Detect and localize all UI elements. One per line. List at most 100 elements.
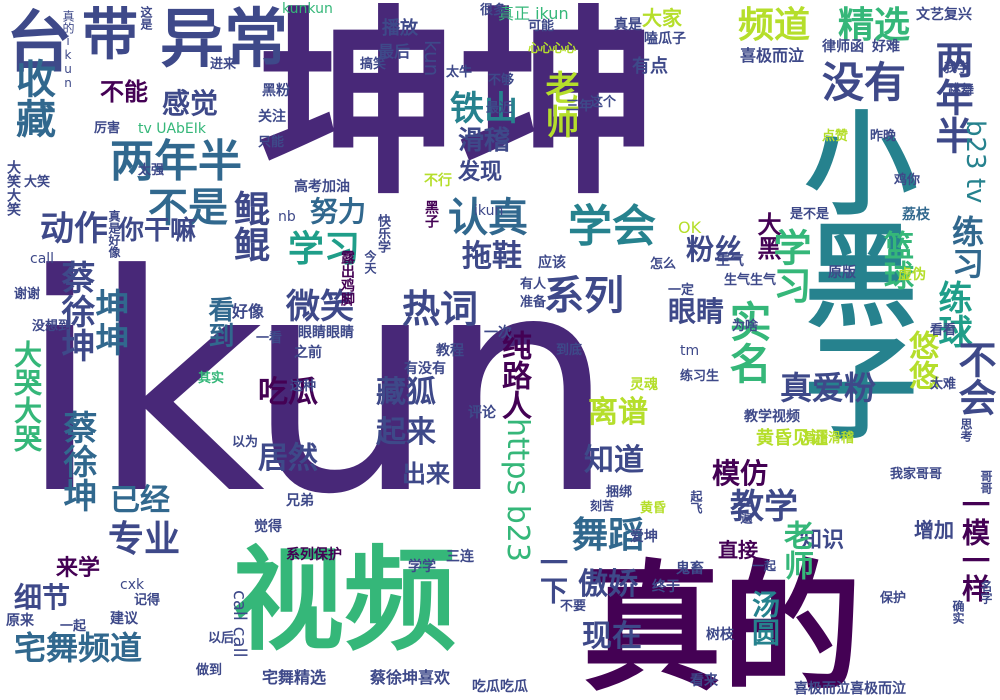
word-xilie: 系列 — [544, 273, 624, 319]
word-heizi: 黑子 — [423, 200, 439, 228]
word-yici: 一次 — [484, 325, 512, 341]
word-bushi: 不是 — [148, 185, 228, 231]
word-weisha: 为啥 — [732, 319, 759, 334]
word-yikan: 一看 — [256, 331, 283, 346]
word-wojia-gege: 我家哥哥 — [890, 467, 943, 482]
word-zuodao: 做到 — [196, 663, 223, 678]
word-youyou: 悠悠 — [903, 330, 938, 390]
word-aojiao: 傲娇 — [578, 567, 638, 602]
word-jini: 鸡你 — [894, 173, 921, 188]
word-laoshi-lower: 老师 — [778, 520, 813, 580]
word-lvshihan: 律师函 — [822, 39, 864, 55]
word-pinglun: 评论 — [468, 405, 496, 421]
word-xinxin: 心心心心 — [528, 41, 577, 55]
word-yihou: 以后 — [208, 631, 235, 646]
word-caixukun-left: 蔡徐坤 — [55, 260, 95, 362]
word-zhende-ikun: 真的ikun — [61, 10, 75, 90]
word-jiaoxue: 教学 — [730, 487, 798, 527]
word-xuexi-right: 学习 — [767, 228, 811, 304]
word-zhijie: 直接 — [718, 538, 758, 562]
word-bofang: 播放 — [382, 18, 418, 39]
word-sanlian: 三连 — [446, 549, 474, 565]
word-yiding: 一定 — [668, 283, 695, 298]
word-guanzhu: 关注 — [258, 109, 286, 125]
word-linghun: 灵魂 — [630, 377, 658, 393]
word-huaji: 滑稽 — [458, 126, 511, 156]
word-niganma: 你干嘛 — [118, 216, 197, 246]
word-yinggai: 应该 — [538, 255, 566, 271]
word-gege: 哥哥 — [979, 470, 993, 494]
word-lihai: 厉害 — [94, 121, 121, 136]
word-kuailexue: 快乐学 — [375, 214, 390, 253]
word-zhezhong: 这种 — [290, 379, 317, 394]
word-guichu: 鬼畜 — [676, 561, 704, 577]
word-shibushi: 是不是 — [790, 207, 830, 222]
word-liangnianban-right: 两年半 — [929, 40, 973, 154]
word-yanjing-yanjing: 眼睛眼睛 — [298, 325, 354, 341]
word-sikao: 思考 — [959, 418, 973, 442]
word-xiaoheizi: 小黑子 — [786, 105, 916, 441]
word-ikun-small: ikun — [474, 203, 504, 219]
word-dongzuo: 动作 — [40, 209, 108, 249]
word-youmeiyou: 有没有 — [404, 361, 446, 377]
word-jiaoxue-shipin: 教学视频 — [744, 409, 800, 425]
word-ganjue: 感觉 — [162, 87, 219, 120]
word-renzhen: 认真 — [448, 195, 528, 241]
word-tai: 台 — [6, 4, 72, 81]
word-wudao: 舞蹈 — [572, 515, 645, 556]
word-xiji-erqi: 喜极而泣 — [740, 46, 805, 65]
word-kun: kun — [420, 40, 444, 77]
word-zenme: 怎么 — [650, 257, 677, 272]
word-yiqi-left: 一起 — [60, 619, 87, 634]
word-zuijin: 最近 — [486, 101, 513, 116]
word-tuoxie: 拖鞋 — [462, 239, 522, 274]
word-yijing: 已经 — [110, 483, 170, 518]
word-daku: 大哭大哭 — [10, 340, 43, 452]
word-shengqi-double: 生气生气 — [724, 273, 777, 288]
word-jintian: 今天 — [363, 250, 377, 274]
word-zhunbei: 准备 — [520, 295, 547, 310]
word-yuanlai: 原来 — [6, 613, 34, 629]
word-chunluren: 纯路人 — [496, 330, 531, 420]
word-jingxuan: 精选 — [838, 5, 911, 46]
word-zheshi: 这是 — [139, 6, 153, 30]
word-lanqiu: 篮球 — [878, 230, 913, 290]
word-lipu: 离谱 — [588, 395, 648, 430]
word-jide: 记得 — [134, 593, 161, 608]
word-meiyou: 没有 — [822, 58, 907, 107]
word-juede: 觉得 — [254, 519, 282, 535]
word-zhiqian: 之前 — [294, 345, 322, 361]
word-lianxi: 练习 — [947, 215, 985, 279]
word-zhishi: 知识 — [800, 528, 845, 553]
word-keku: 刻苦 — [590, 499, 615, 513]
word-laoshi-top: 老师 — [539, 70, 579, 138]
word-yuanban: 原版 — [828, 265, 856, 281]
word-ikun-large: ikun — [18, 211, 616, 560]
word-b23-tv: b23 tv — [960, 120, 990, 204]
word-sannian: 三年 — [566, 99, 593, 114]
word-zuowan: 昨晚 — [870, 129, 897, 144]
word-woxue: 我学 — [944, 61, 971, 76]
word-daxiao: 大笑 — [24, 175, 51, 190]
word-faxian: 发现 — [458, 160, 503, 185]
word-kunkun-small: 坤坤 — [89, 288, 129, 356]
word-xilie-baohu: 系列保护 — [286, 547, 342, 563]
word-dajia: 大家 — [642, 6, 682, 30]
word-tainiu: 太牛 — [446, 65, 473, 80]
word-zhenaifen: 真爱粉 — [780, 369, 877, 407]
word-tm: tm — [680, 343, 700, 359]
word-juran: 居然 — [258, 441, 318, 476]
word-zhenshi-haoxiang: 真是好像 — [107, 210, 121, 258]
word-xuexi-mid: 学习 — [288, 229, 361, 270]
word-haoxiang: 好像 — [232, 302, 265, 321]
word-jinlai: 进来 — [210, 57, 237, 72]
word-xuwei: 虚伪 — [898, 267, 926, 283]
word-yiwei: 以为 — [232, 435, 259, 450]
word-lianqiu: 练球 — [932, 280, 972, 348]
word-kegua-zi: 嗑瓜子 — [644, 31, 686, 47]
word-caixukun-xihuan: 蔡徐坤喜欢 — [370, 668, 451, 687]
word-baohu: 保护 — [880, 591, 907, 606]
word-huanghun-jianzheng: 黄昏见证 — [756, 428, 828, 449]
word-zhaiwu-jingxuan: 宅舞精选 — [262, 668, 327, 687]
